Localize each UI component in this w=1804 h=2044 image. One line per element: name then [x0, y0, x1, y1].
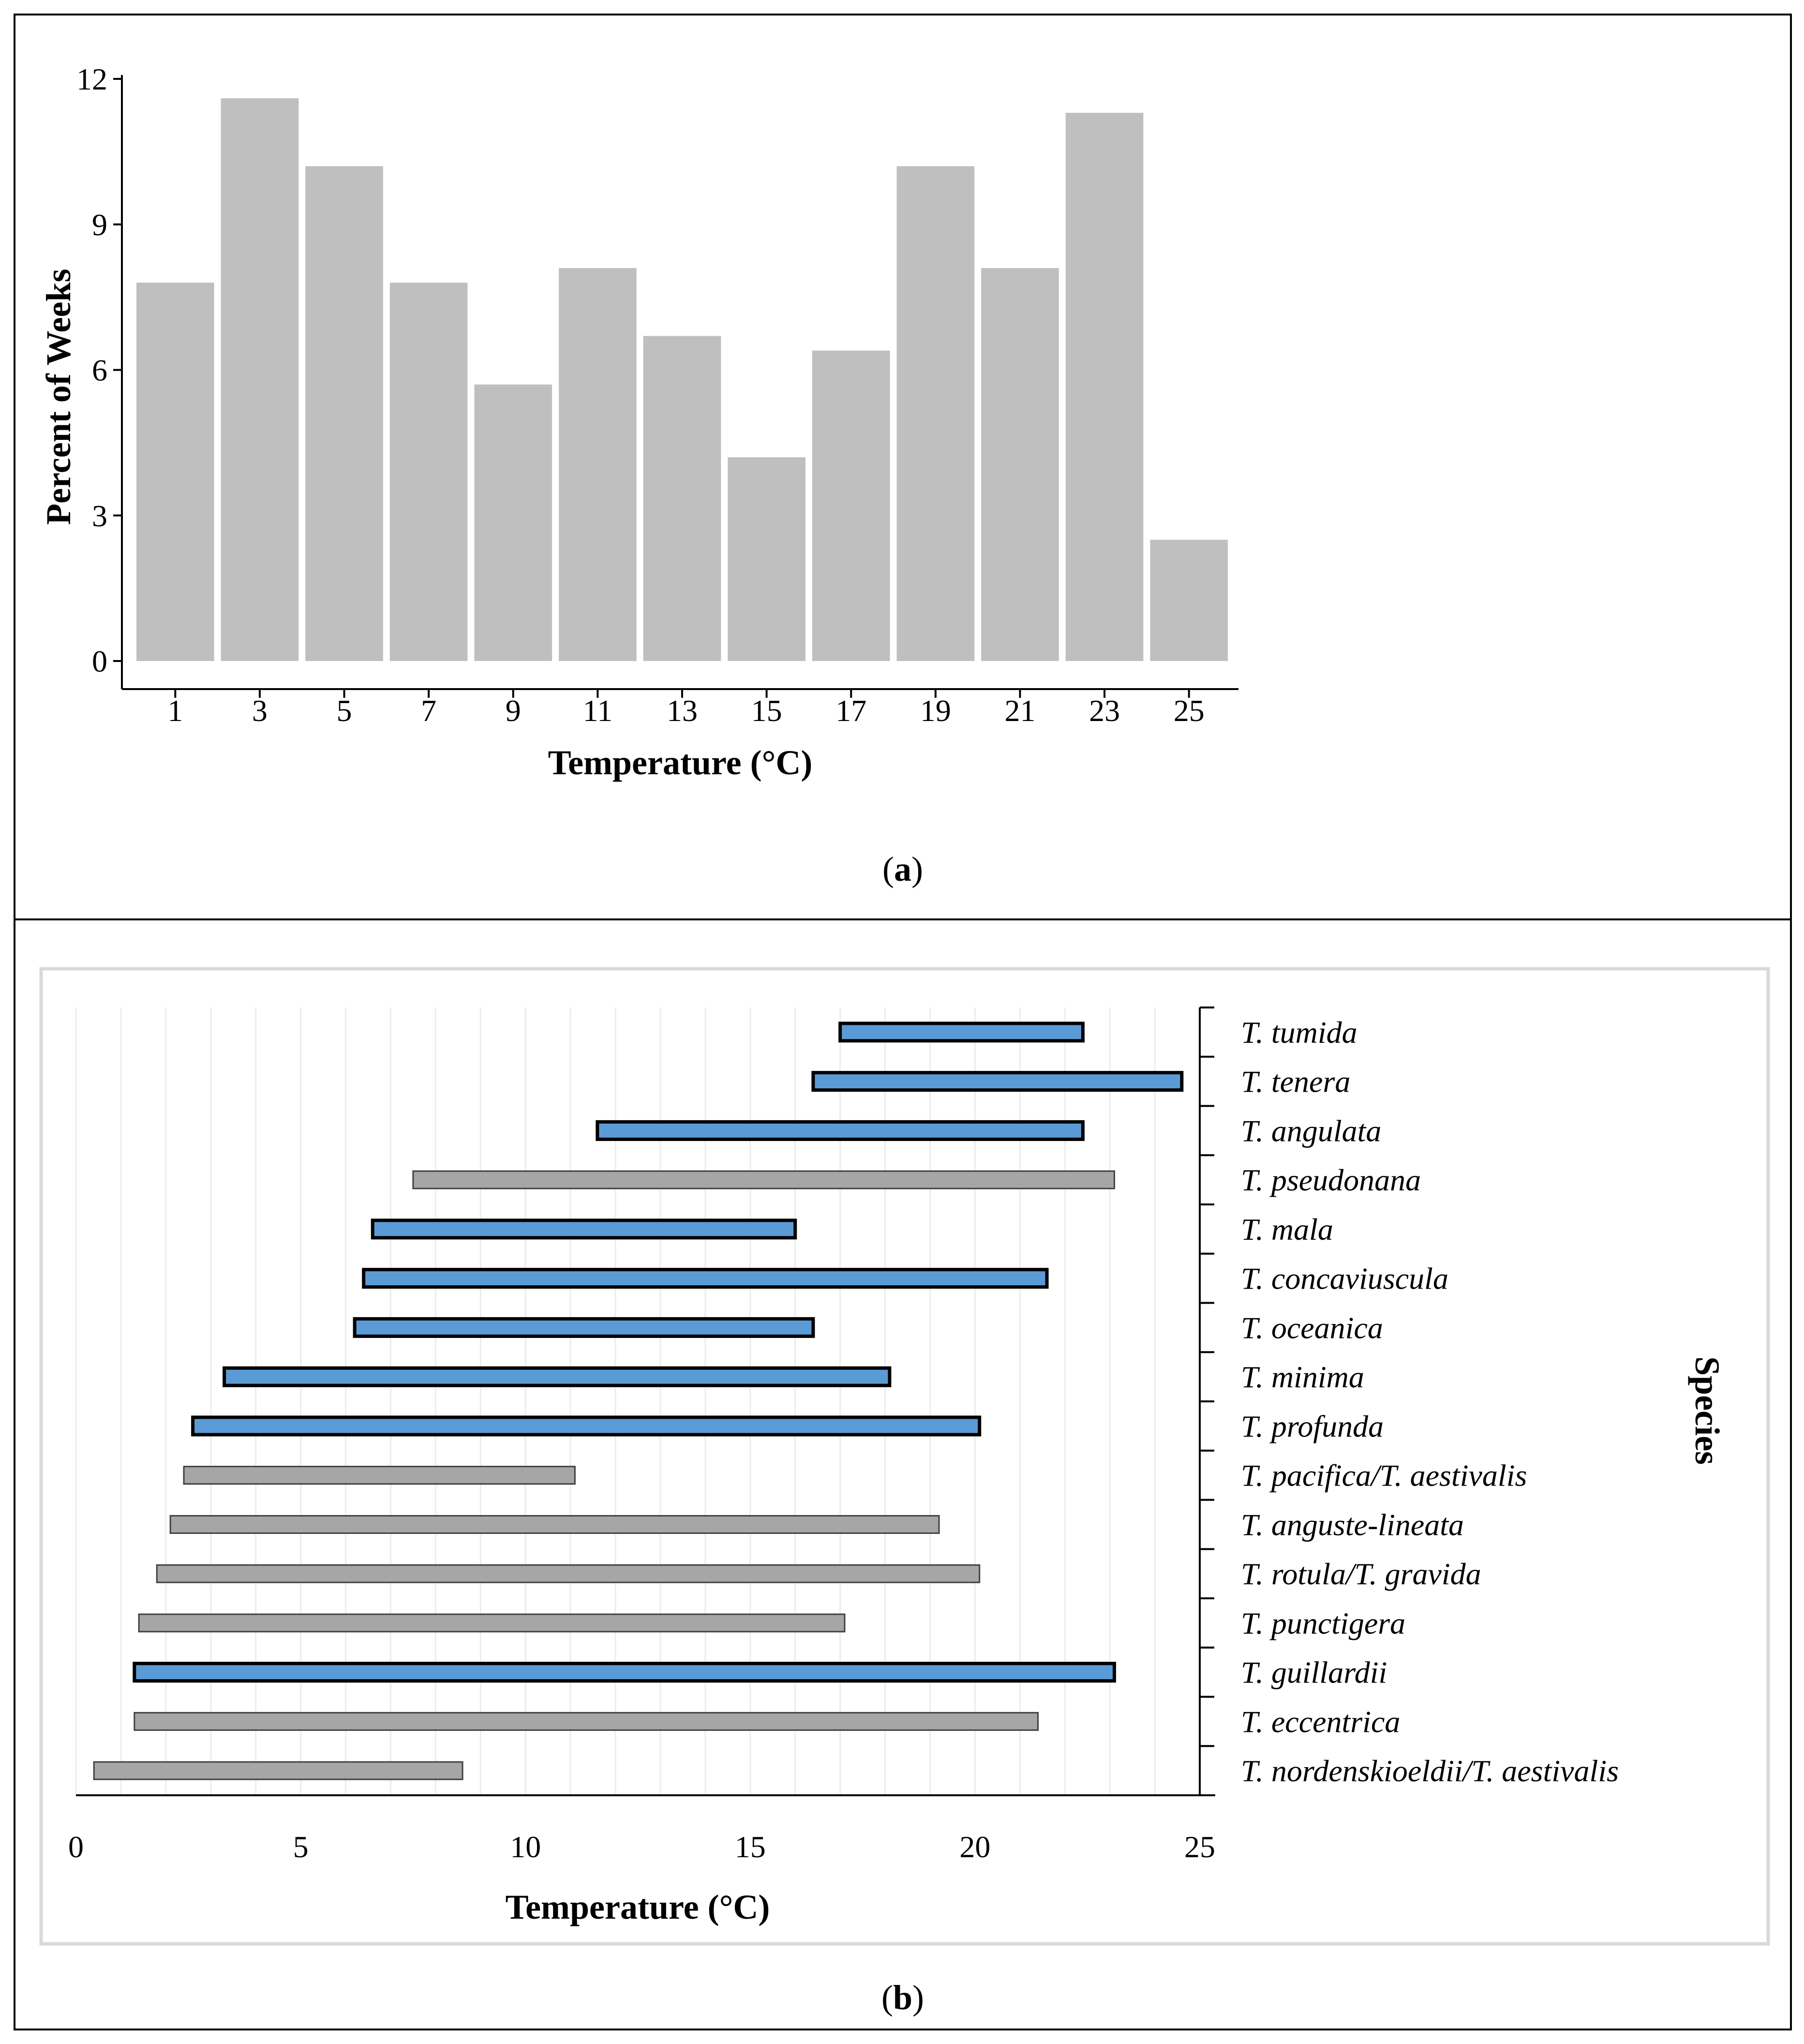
species-label: T. concaviuscula: [1241, 1262, 1448, 1296]
range-bar: [596, 1120, 1085, 1141]
histogram-y-axis-title: Percent of Weeks: [39, 269, 78, 525]
panel-a-label: (a): [882, 850, 923, 888]
species-label: T. nordenskioeldii/T. aestivalis: [1241, 1754, 1619, 1788]
range-y-ticks: [1200, 1007, 1214, 1796]
histogram-y-tick-label: 9: [92, 208, 107, 242]
species-label: T. rotula/T. gravida: [1241, 1557, 1481, 1591]
histogram-x-tick-label: 17: [835, 693, 866, 728]
histogram-bar: [221, 98, 299, 661]
range-bar: [133, 1662, 1116, 1683]
species-label: T. guillardii: [1241, 1655, 1387, 1690]
range-bar: [169, 1515, 940, 1534]
range-chart-border: [39, 967, 1770, 1946]
range-bar: [156, 1564, 981, 1583]
species-labels: T. tumida T. tenera T. angulata T. pseudona…: [1241, 1015, 1619, 1788]
histogram-y-tick-label: 6: [92, 353, 107, 388]
range-bar: [838, 1022, 1085, 1043]
species-label: T. eccentrica: [1241, 1704, 1400, 1739]
histogram-y-tick-label: 3: [92, 498, 107, 533]
range-x-tick-label: 25: [1184, 1830, 1215, 1864]
histogram-bar: [643, 336, 721, 661]
histogram-x-tick-label: 5: [337, 693, 352, 728]
histogram-x-tick-label: 7: [421, 693, 436, 728]
species-label: T. punctigera: [1241, 1606, 1405, 1640]
species-label: T. pseudonana: [1241, 1163, 1421, 1197]
range-y-axis-title: Species: [1688, 1356, 1727, 1465]
histogram-x-tick-label: 13: [667, 693, 698, 728]
range-bar: [412, 1170, 1115, 1189]
histogram-bar: [1065, 113, 1144, 661]
histogram-x-tick-label: 1: [167, 693, 183, 728]
range-bar: [183, 1466, 576, 1485]
species-label: T. tenera: [1241, 1065, 1350, 1099]
histogram-x-tick-label: 21: [1004, 693, 1035, 728]
range-x-tick-label: 0: [68, 1830, 84, 1864]
histogram-bar: [728, 457, 805, 661]
range-x-ticks: 0 5 10 15 20 25: [68, 1830, 1215, 1864]
histogram-y-tick-label: 0: [92, 644, 107, 678]
histogram-x-tick-label: 3: [252, 693, 268, 728]
range-bar: [223, 1366, 892, 1387]
range-x-tick-label: 15: [735, 1830, 766, 1864]
range-bar: [811, 1071, 1184, 1092]
histogram-bar: [305, 166, 383, 661]
range-bars: [93, 1022, 1184, 1780]
histogram-y-ticks: 0 3 6 9 12: [76, 62, 122, 678]
range-panel: T. tumida T. tenera T. angulata T. pseudona…: [39, 967, 1770, 2017]
range-bar: [134, 1712, 1039, 1731]
histogram-bar: [896, 166, 975, 661]
range-bar: [138, 1613, 846, 1633]
species-label: T. mala: [1241, 1212, 1333, 1247]
range-x-axis-title: Temperature (°C): [506, 1888, 770, 1926]
species-label: T. pacifica/T. aestivalis: [1241, 1458, 1527, 1493]
range-bar: [191, 1415, 982, 1437]
histogram-x-tick-label: 23: [1089, 693, 1120, 728]
histogram-x-ticks: 1 3 5 7 9 11 13 15 17 19 21 23 25: [167, 689, 1205, 728]
panel-b-label: (b): [881, 1978, 924, 2017]
species-label: T. profunda: [1241, 1409, 1384, 1443]
range-bar: [362, 1268, 1049, 1289]
histogram-x-tick-label: 11: [583, 693, 613, 728]
histogram-x-tick-label: 25: [1174, 693, 1205, 728]
histogram-bar: [389, 283, 468, 661]
range-bar: [353, 1317, 815, 1338]
histogram-bar: [812, 350, 890, 661]
histogram-bar: [136, 283, 214, 661]
histogram-x-tick-label: 15: [751, 693, 782, 728]
histogram-bar: [1150, 540, 1228, 661]
species-label: T. oceanica: [1241, 1310, 1383, 1345]
species-label: T. angulata: [1241, 1113, 1381, 1148]
histogram-x-tick-label: 19: [920, 693, 951, 728]
histogram-x-axis-title: Temperature (°C): [548, 743, 813, 782]
histogram-bars: [136, 98, 1228, 661]
range-x-tick-label: 5: [293, 1830, 309, 1864]
range-bar: [371, 1218, 797, 1240]
range-x-tick-label: 10: [510, 1830, 541, 1864]
figure-frame: [14, 14, 1792, 2030]
histogram-y-tick-label: 12: [76, 62, 107, 96]
species-label: T. anguste-lineata: [1241, 1507, 1464, 1542]
histogram-x-tick-label: 9: [506, 693, 521, 728]
histogram-bar: [559, 268, 637, 661]
species-label: T. tumida: [1241, 1015, 1357, 1050]
histogram-bar: [981, 268, 1059, 661]
range-x-tick-label: 20: [959, 1830, 990, 1864]
species-label: T. minima: [1241, 1360, 1364, 1394]
range-bar: [93, 1761, 463, 1780]
histogram-bar: [474, 384, 552, 661]
